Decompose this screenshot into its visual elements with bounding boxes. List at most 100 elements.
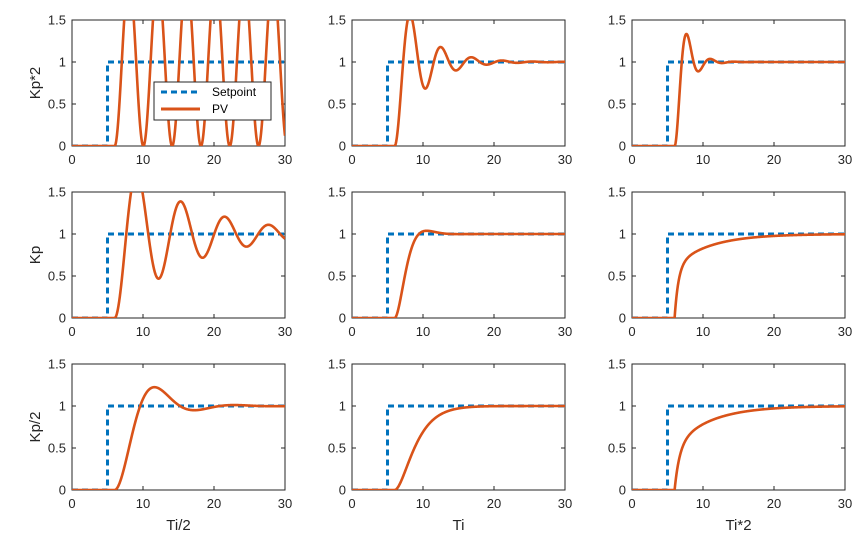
y-axis-label: Kp [27, 246, 44, 264]
pv-series-line [352, 229, 565, 318]
legend: Setpoint PV [153, 81, 272, 121]
x-tick-label: 10 [136, 324, 150, 339]
y-tick-label: 0.5 [328, 441, 346, 456]
x-tick-label: 0 [628, 496, 635, 511]
y-tick-label: 1 [619, 399, 626, 414]
y-tick-label: 1 [619, 55, 626, 70]
pv-series-line [72, 385, 285, 490]
y-tick-label: 0 [619, 483, 626, 498]
x-axis-label: Ti [453, 517, 465, 534]
subplot-2-1: 0 10 20 30 0 0.5 1 1.5 Kp [27, 185, 292, 340]
x-tick-label: 10 [416, 496, 430, 511]
x-tick-label: 30 [558, 496, 572, 511]
subplot-2-3: 0 10 20 30 0 0.5 1 1.5 [608, 185, 852, 340]
pv-series-line [632, 232, 845, 318]
pv-series-line [72, 192, 285, 318]
y-tick-label: 1.5 [328, 13, 346, 28]
y-tick-label: 0 [59, 139, 66, 154]
x-tick-label: 30 [278, 496, 292, 511]
y-tick-label: 1.5 [608, 13, 626, 28]
x-tick-label: 30 [838, 496, 852, 511]
x-tick-label: 0 [628, 152, 635, 167]
y-tick-label: 0.5 [48, 97, 66, 112]
x-tick-label: 0 [68, 496, 75, 511]
x-tick-label: 20 [207, 324, 221, 339]
y-tick-label: 0 [339, 483, 346, 498]
y-tick-label: 1.5 [48, 185, 66, 200]
y-tick-label: 0.5 [608, 97, 626, 112]
y-tick-label: 0.5 [608, 269, 626, 284]
x-tick-label: 20 [487, 496, 501, 511]
y-tick-label: 1 [59, 227, 66, 242]
legend-setpoint-label: Setpoint [212, 85, 257, 99]
x-tick-label: 20 [207, 152, 221, 167]
y-tick-label: 1 [59, 399, 66, 414]
x-tick-label: 10 [696, 152, 710, 167]
x-tick-label: 30 [838, 324, 852, 339]
subplot-2-2: 0 10 20 30 0 0.5 1 1.5 [328, 185, 572, 340]
subplot-1-3: 0 10 20 30 0 0.5 1 1.5 [608, 13, 852, 168]
x-tick-label: 0 [348, 496, 355, 511]
axes-box [631, 19, 846, 147]
x-tick-label: 30 [838, 152, 852, 167]
x-axis-label: Ti/2 [166, 517, 190, 534]
y-tick-label: 1.5 [48, 13, 66, 28]
y-tick-label: 1.5 [48, 357, 66, 372]
legend-pv-label: PV [212, 102, 228, 116]
x-tick-label: 30 [558, 152, 572, 167]
y-tick-label: 0.5 [328, 97, 346, 112]
x-axis-label: Ti*2 [725, 517, 751, 534]
y-tick-label: 0.5 [328, 269, 346, 284]
x-tick-label: 20 [487, 324, 501, 339]
y-tick-label: 1 [339, 227, 346, 242]
axes-box [351, 363, 566, 491]
y-tick-label: 0 [339, 311, 346, 326]
x-tick-label: 30 [278, 324, 292, 339]
axes-box [71, 363, 286, 491]
subplot-3-3: 0 10 20 30 0 0.5 1 1.5 Ti*2 [608, 357, 852, 535]
x-tick-label: 10 [696, 324, 710, 339]
axes-box [351, 19, 566, 147]
subplot-1-2: 0 10 20 30 0 0.5 1 1.5 [328, 13, 572, 168]
x-tick-label: 20 [487, 152, 501, 167]
x-tick-label: 0 [628, 324, 635, 339]
y-tick-label: 0 [339, 139, 346, 154]
y-tick-label: 0 [59, 311, 66, 326]
pv-series-line [632, 32, 845, 146]
y-tick-label: 0.5 [48, 441, 66, 456]
subplot-3-1: 0 10 20 30 0 0.5 1 1.5 Kp/2 Ti/2 [27, 357, 292, 535]
x-tick-label: 30 [558, 324, 572, 339]
pv-series-line [632, 405, 845, 490]
axes-box [71, 191, 286, 319]
x-tick-label: 20 [767, 152, 781, 167]
legend-box [153, 81, 272, 121]
x-tick-label: 20 [207, 496, 221, 511]
y-tick-label: 0 [619, 311, 626, 326]
y-tick-label: 1 [339, 399, 346, 414]
x-tick-label: 10 [416, 324, 430, 339]
y-tick-label: 1.5 [608, 185, 626, 200]
x-tick-label: 10 [136, 152, 150, 167]
pv-series-line [352, 20, 565, 146]
x-tick-label: 0 [348, 324, 355, 339]
x-tick-label: 10 [696, 496, 710, 511]
x-tick-label: 10 [416, 152, 430, 167]
y-tick-label: 1.5 [608, 357, 626, 372]
y-tick-label: 0 [59, 483, 66, 498]
y-tick-label: 0 [619, 139, 626, 154]
y-tick-label: 0.5 [608, 441, 626, 456]
y-tick-label: 1.5 [328, 185, 346, 200]
y-axis-label: Kp/2 [27, 412, 44, 443]
x-tick-label: 0 [348, 152, 355, 167]
x-tick-label: 0 [68, 324, 75, 339]
x-tick-label: 20 [767, 496, 781, 511]
y-tick-label: 1.5 [328, 357, 346, 372]
axes-box [631, 191, 846, 319]
subplot-3-2: 0 10 20 30 0 0.5 1 1.5 Ti [328, 357, 572, 535]
y-axis-label: Kp*2 [27, 67, 44, 100]
x-tick-label: 10 [136, 496, 150, 511]
x-tick-label: 20 [767, 324, 781, 339]
y-tick-label: 1 [59, 55, 66, 70]
